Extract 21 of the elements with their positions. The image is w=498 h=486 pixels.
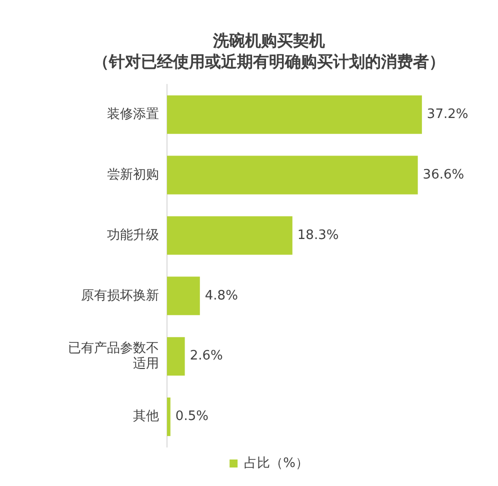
y-tick-label: 功能升级	[107, 228, 159, 243]
data-label: 4.8%	[204, 288, 238, 304]
chart-subtitle: （针对已经使用或近期有明确购买计划的消费者）	[93, 52, 445, 71]
data-label: 37.2%	[426, 106, 468, 122]
bar	[167, 156, 418, 194]
bar	[167, 398, 170, 436]
y-tick-label: 其他	[133, 409, 159, 424]
data-label: 18.3%	[297, 228, 339, 243]
data-label: 0.5%	[175, 409, 208, 424]
bar	[167, 337, 185, 376]
data-label: 2.6%	[190, 348, 223, 364]
bar	[167, 276, 200, 316]
y-tick-label: 尝新初购	[107, 167, 159, 182]
legend-label: 占比（%）	[244, 456, 308, 471]
data-label: 36.6%	[422, 167, 464, 182]
chart-title: 洗碗机购买契机	[212, 30, 325, 50]
bar	[167, 95, 422, 134]
y-tick-label: 已有产品参数不适用	[68, 340, 159, 372]
y-tick-label: 装修添置	[107, 106, 159, 122]
bar	[167, 216, 292, 255]
y-tick-label: 原有损坏换新	[81, 288, 159, 304]
